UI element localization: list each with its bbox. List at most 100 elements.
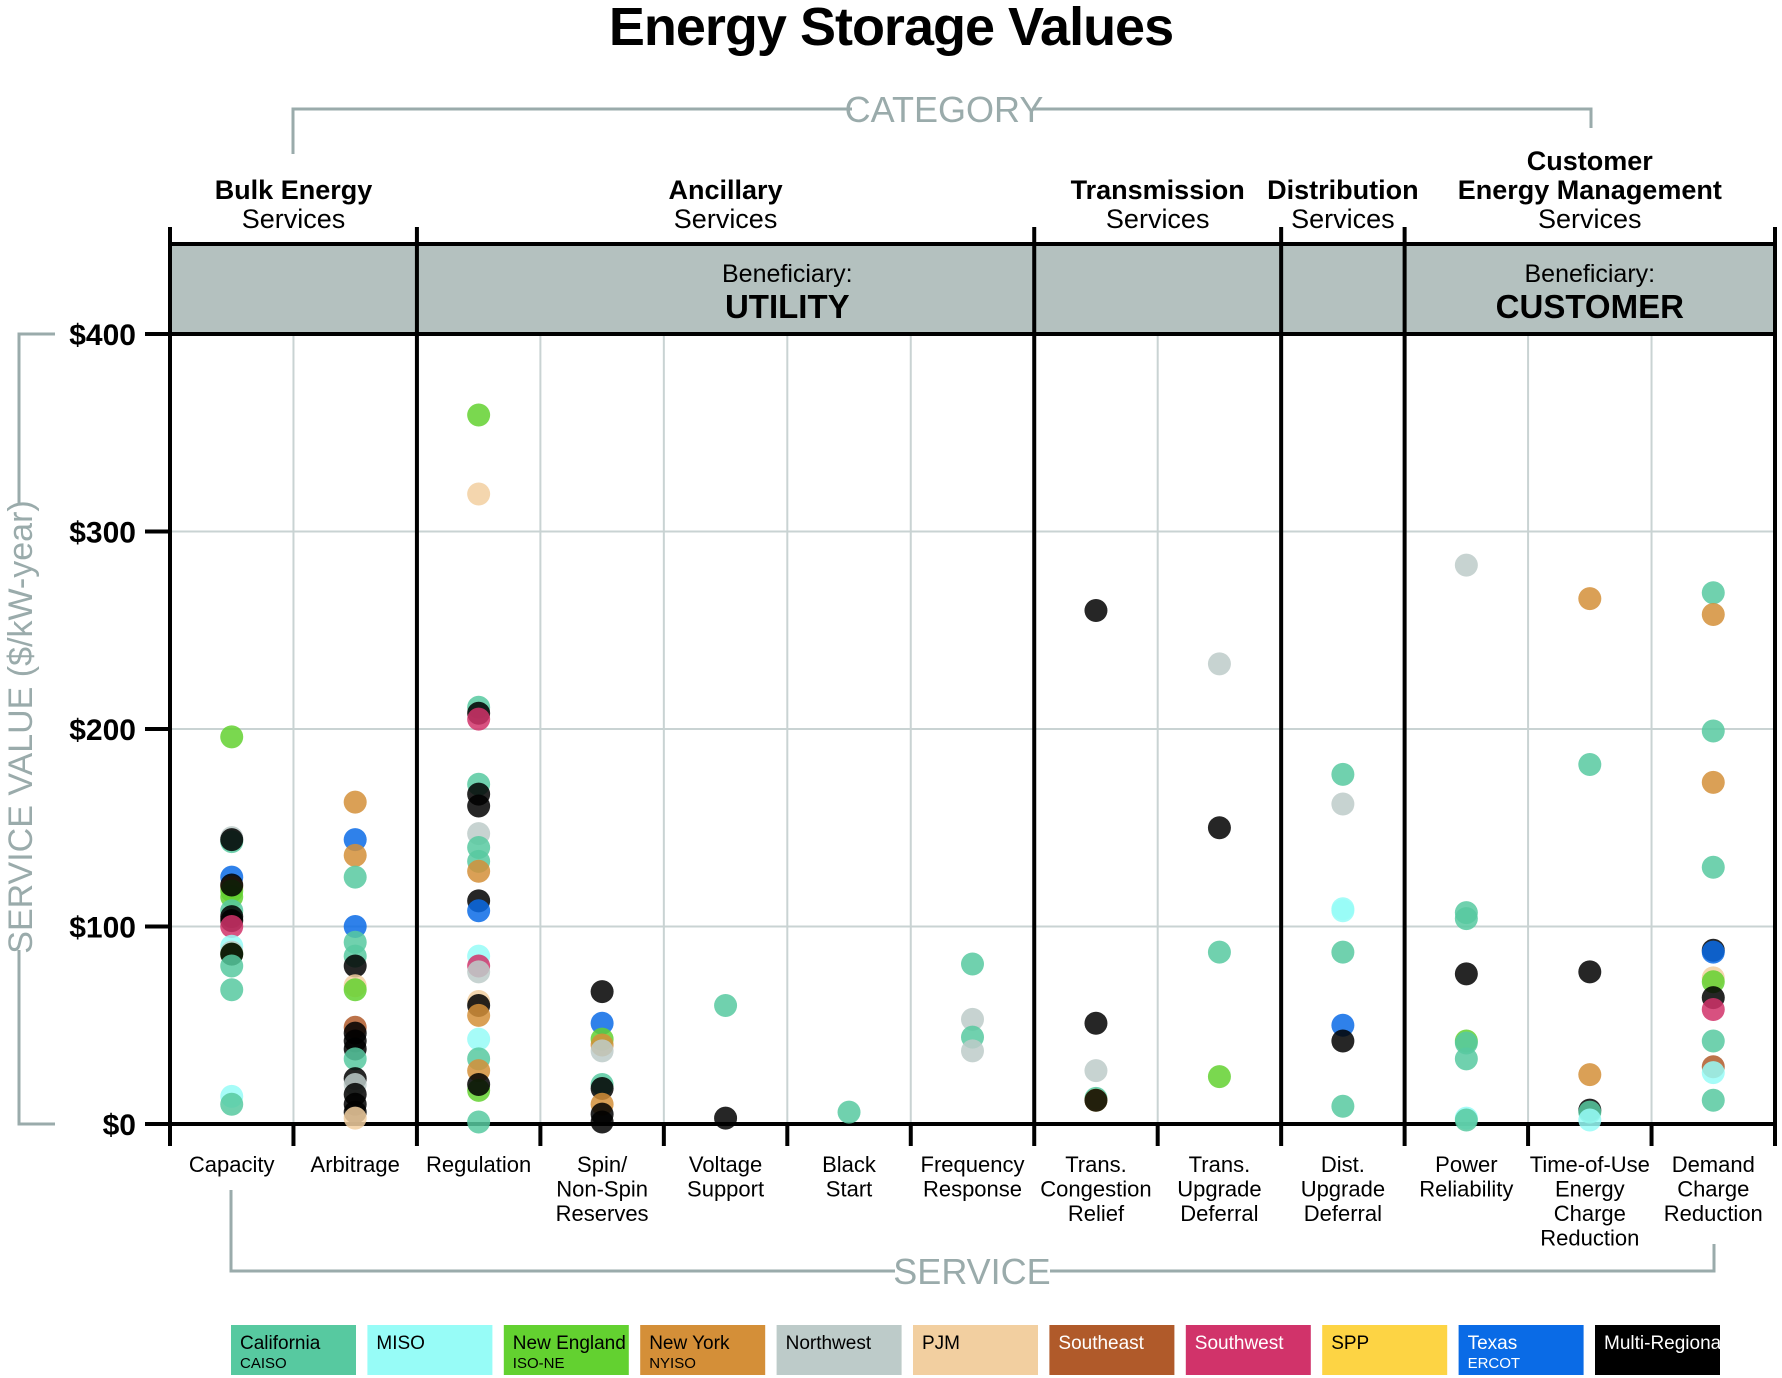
category-bracket-label: CATEGORY	[845, 89, 1044, 130]
service-label: Power	[1435, 1152, 1497, 1177]
data-point-nw	[590, 1039, 614, 1063]
data-point-mr	[590, 1110, 614, 1134]
legend-sublabel: CAISO	[240, 1355, 287, 1372]
data-point-ca	[1701, 581, 1725, 605]
data-point-ca	[1331, 762, 1355, 786]
service-label: Dist.	[1321, 1152, 1365, 1177]
service-label: Non-Spin	[556, 1177, 648, 1202]
data-point-mr	[220, 828, 244, 852]
chart-title: Energy Storage Values	[608, 0, 1174, 57]
data-point-mr	[467, 1073, 491, 1096]
data-point-ne	[343, 978, 367, 1002]
data-point-mr	[714, 1106, 738, 1130]
service-label: Charge	[1554, 1201, 1626, 1226]
service-label: Reliability	[1419, 1177, 1513, 1202]
data-point-tx	[590, 1011, 614, 1035]
service-label: Frequency	[921, 1152, 1025, 1177]
data-point-ca	[961, 952, 984, 976]
data-point-ca	[1701, 1029, 1725, 1053]
data-point-ca	[1701, 855, 1725, 879]
service-bracket	[229, 1190, 1716, 1273]
legend-swatch-ne	[503, 1325, 629, 1375]
y-tick-label: $400	[69, 319, 136, 352]
service-label: Black	[822, 1152, 877, 1177]
data-point-ny	[1578, 587, 1602, 611]
legend-label: MISO	[376, 1333, 425, 1354]
y-axis-label-bg	[4, 505, 36, 950]
data-point-sw	[220, 915, 244, 938]
y-axis-label: SERVICE VALUE ($/kW-year)	[2, 500, 40, 953]
data-point-ca	[714, 994, 738, 1017]
service-label: Start	[826, 1177, 872, 1202]
legend-label: Northwest	[786, 1333, 872, 1354]
service-label: Charge	[1677, 1177, 1749, 1202]
service-label: Trans.	[1065, 1152, 1127, 1177]
legend-swatch-sw	[1185, 1325, 1311, 1375]
data-point-ne	[1207, 1065, 1231, 1089]
data-point-tx	[343, 915, 367, 938]
data-point-ca	[220, 978, 244, 1002]
y-tick-label: $0	[103, 1109, 136, 1142]
data-point-ny	[1701, 770, 1725, 794]
service-label: Regulation	[426, 1152, 531, 1177]
data-point-ca	[220, 954, 244, 978]
legend-label: Southwest	[1195, 1333, 1284, 1354]
data-point-ne	[1701, 970, 1725, 994]
service-label: Congestion	[1040, 1177, 1151, 1202]
legend-swatch-mr	[1595, 1325, 1720, 1375]
service-label: Time-of-Use	[1530, 1152, 1650, 1177]
service-label: Demand	[1672, 1152, 1755, 1177]
data-point-ny	[1701, 602, 1725, 626]
data-point-tx	[1701, 940, 1725, 964]
data-point-ny	[343, 843, 367, 867]
data-point-miso	[467, 1027, 491, 1051]
legend-swatch-tx	[1458, 1325, 1584, 1375]
legend-swatch-se	[1049, 1325, 1175, 1375]
data-point-ca	[220, 1092, 244, 1116]
data-point-ca	[1454, 1047, 1478, 1071]
legend-swatch-nw	[776, 1325, 902, 1375]
legend-label: Texas	[1468, 1333, 1518, 1354]
data-point-ca	[1701, 1088, 1725, 1112]
service-label: Deferral	[1180, 1201, 1258, 1226]
data-point-nw	[961, 1007, 984, 1031]
data-point-mr	[1084, 1088, 1108, 1112]
beneficiary-value: UTILITY	[725, 288, 850, 325]
beneficiary-value: CUSTOMER	[1496, 288, 1684, 325]
category-label: Distribution	[1267, 175, 1418, 205]
service-label: Reserves	[556, 1201, 649, 1226]
legend-swatch-miso	[367, 1325, 493, 1375]
service-label: Reduction	[1664, 1201, 1763, 1226]
beneficiary-band	[170, 244, 1405, 334]
data-point-ny	[343, 790, 367, 814]
legend-sublabel: NYISO	[649, 1355, 696, 1372]
category-label: Energy Management	[1458, 175, 1722, 205]
legend-swatch-spp	[1322, 1325, 1448, 1375]
category-label: Services	[1538, 204, 1642, 234]
data-point-miso	[1578, 1108, 1602, 1132]
data-point-nw	[1454, 553, 1478, 577]
data-point-ca	[1454, 1031, 1478, 1055]
service-label: Trans.	[1189, 1152, 1251, 1177]
data-point-mr	[1578, 960, 1602, 984]
data-point-tx	[343, 828, 367, 852]
data-point-mr	[590, 980, 614, 1004]
service-label: Reduction	[1540, 1226, 1639, 1251]
y-tick-label: $200	[69, 714, 136, 747]
y-tick-label: $300	[69, 517, 136, 550]
beneficiary-label: Beneficiary:	[722, 260, 853, 288]
data-point-sw	[1701, 997, 1725, 1021]
category-bracket	[291, 107, 1593, 154]
data-point-ne	[220, 725, 244, 749]
data-point-ny	[1578, 1063, 1602, 1087]
data-point-mr	[1084, 599, 1108, 622]
service-label: Support	[687, 1177, 764, 1202]
beneficiary-label: Beneficiary:	[1524, 260, 1655, 288]
legend-label: Southeast	[1058, 1333, 1144, 1354]
legend-label: SPP	[1331, 1333, 1369, 1354]
data-point-nw	[1207, 652, 1231, 676]
data-point-tx	[467, 899, 491, 923]
category-label: Services	[242, 204, 346, 234]
data-point-miso	[1331, 899, 1355, 923]
legend-sublabel: ISO-NE	[513, 1355, 565, 1372]
